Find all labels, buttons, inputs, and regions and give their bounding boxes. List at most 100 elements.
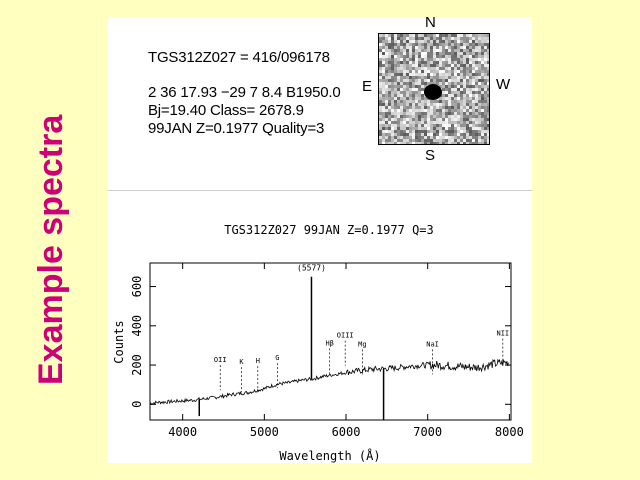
stamp-pixel: [445, 127, 448, 130]
stamp-pixel: [442, 37, 445, 40]
stamp-pixel: [394, 103, 397, 106]
stamp-pixel: [400, 67, 403, 70]
stamp-pixel: [454, 139, 457, 142]
stamp-pixel: [379, 139, 382, 142]
stamp-pixel: [421, 127, 424, 130]
stamp-pixel: [433, 34, 436, 37]
stamp-pixel: [466, 133, 469, 136]
stamp-pixel: [421, 109, 424, 112]
line-label: K: [239, 358, 244, 366]
stamp-pixel: [409, 55, 412, 58]
stamp-pixel: [442, 61, 445, 64]
stamp-pixel: [379, 85, 382, 88]
stamp-pixel: [484, 34, 487, 37]
stamp-pixel: [457, 70, 460, 73]
stamp-pixel: [394, 49, 397, 52]
stamp-pixel: [478, 133, 481, 136]
stamp-pixel: [487, 52, 489, 55]
stamp-pixel: [433, 127, 436, 130]
stamp-pixel: [475, 46, 478, 49]
stamp-pixel: [412, 100, 415, 103]
stamp-pixel: [424, 46, 427, 49]
stamp-pixel: [415, 64, 418, 67]
stamp-pixel: [481, 136, 484, 139]
stamp-pixel: [454, 34, 457, 37]
stamp-pixel: [451, 139, 454, 142]
stamp-pixel: [460, 133, 463, 136]
stamp-pixel: [469, 85, 472, 88]
stamp-pixel: [445, 142, 448, 144]
stamp-pixel: [433, 100, 436, 103]
stamp-pixel: [403, 136, 406, 139]
stamp-pixel: [448, 61, 451, 64]
stamp-pixel: [403, 40, 406, 43]
stamp-pixel: [409, 97, 412, 100]
stamp-pixel: [430, 124, 433, 127]
stamp-pixel: [442, 79, 445, 82]
stamp-pixel: [481, 46, 484, 49]
stamp-pixel: [418, 88, 421, 91]
stamp-pixel: [403, 67, 406, 70]
stamp-pixel: [463, 34, 466, 37]
stamp-pixel: [427, 124, 430, 127]
stamp-pixel: [439, 40, 442, 43]
stamp-pixel: [466, 34, 469, 37]
stamp-pixel: [487, 121, 489, 124]
stamp-pixel: [421, 133, 424, 136]
stamp-pixel: [391, 64, 394, 67]
stamp-pixel: [442, 70, 445, 73]
stamp-pixel: [385, 58, 388, 61]
stamp-pixel: [454, 118, 457, 121]
stamp-pixel: [418, 142, 421, 144]
stamp-pixel: [415, 40, 418, 43]
stamp-pixel: [433, 136, 436, 139]
stamp-pixel: [391, 142, 394, 144]
stamp-pixel: [379, 142, 382, 144]
stamp-pixel: [403, 43, 406, 46]
stamp-pixel: [385, 73, 388, 76]
stamp-pixel: [481, 103, 484, 106]
stamp-pixel: [439, 52, 442, 55]
stamp-pixel: [394, 64, 397, 67]
stamp-pixel: [481, 121, 484, 124]
stamp-pixel: [433, 73, 436, 76]
stamp-pixel: [460, 34, 463, 37]
stamp-pixel: [415, 67, 418, 70]
stamp-pixel: [436, 121, 439, 124]
stamp-pixel: [409, 34, 412, 37]
stamp-pixel: [460, 49, 463, 52]
stamp-pixel: [436, 70, 439, 73]
stamp-pixel: [472, 94, 475, 97]
stamp-pixel: [451, 64, 454, 67]
stamp-pixel: [403, 115, 406, 118]
stamp-pixel: [397, 139, 400, 142]
stamp-pixel: [433, 130, 436, 133]
stamp-pixel: [466, 112, 469, 115]
stamp-pixel: [409, 82, 412, 85]
stamp-pixel: [397, 58, 400, 61]
stamp-pixel: [382, 106, 385, 109]
stamp-pixel: [442, 109, 445, 112]
stamp-pixel: [430, 76, 433, 79]
stamp-pixel: [385, 118, 388, 121]
stamp-pixel: [430, 136, 433, 139]
stamp-pixel: [466, 100, 469, 103]
stamp-pixel: [442, 73, 445, 76]
stamp-pixel: [385, 130, 388, 133]
stamp-pixel: [478, 76, 481, 79]
stamp-pixel: [436, 118, 439, 121]
stamp-pixel: [457, 67, 460, 70]
stamp-pixel: [475, 103, 478, 106]
stamp-pixel: [466, 70, 469, 73]
stamp-pixel: [460, 61, 463, 64]
stamp-pixel: [409, 43, 412, 46]
stamp-pixel: [445, 55, 448, 58]
stamp-pixel: [427, 52, 430, 55]
stamp-pixel: [487, 82, 489, 85]
stamp-pixel: [481, 34, 484, 37]
stamp-pixel: [454, 58, 457, 61]
stamp-pixel: [448, 118, 451, 121]
stamp-pixel: [391, 70, 394, 73]
stamp-pixel: [454, 115, 457, 118]
stamp-pixel: [424, 103, 427, 106]
